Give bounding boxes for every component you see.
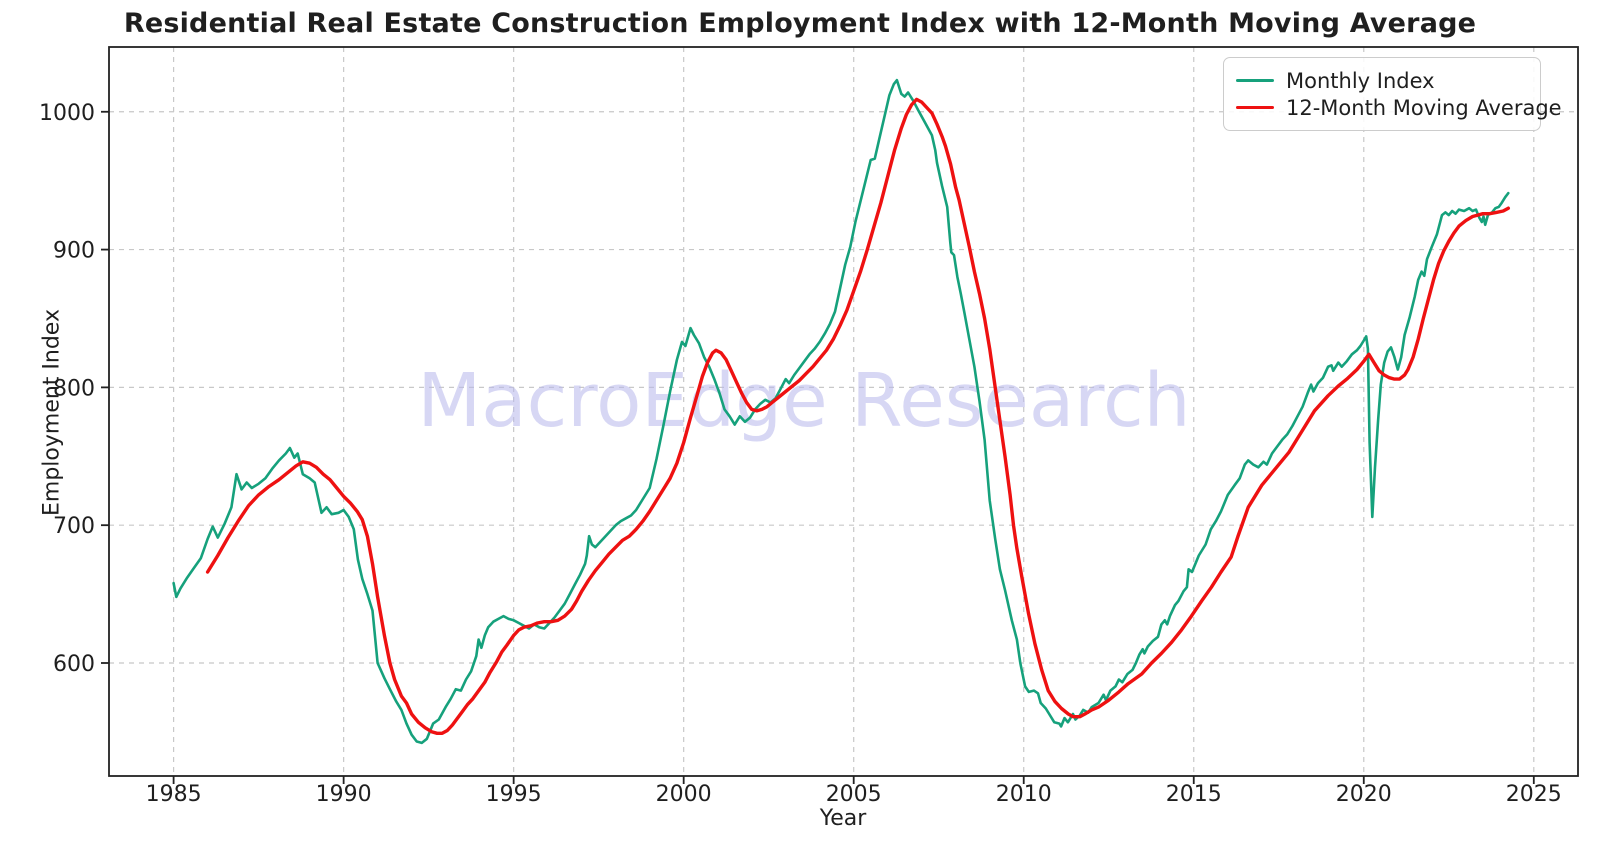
monthly-index-line bbox=[172, 78, 1510, 745]
legend-item-moving-average: 12-Month Moving Average bbox=[1236, 94, 1562, 121]
x-tick-label: 2010 bbox=[996, 782, 1052, 807]
legend: Monthly Index 12-Month Moving Average bbox=[1223, 57, 1562, 131]
legend-item-monthly-index: Monthly Index bbox=[1236, 67, 1528, 94]
x-tick-label: 1990 bbox=[316, 782, 372, 807]
y-tick-label: 800 bbox=[53, 376, 95, 401]
chart-title: Residential Real Estate Construction Emp… bbox=[123, 8, 1477, 39]
legend-label-moving-average: 12-Month Moving Average bbox=[1286, 95, 1562, 120]
gridlines bbox=[109, 47, 1578, 776]
watermark: MacroEdge Research bbox=[417, 358, 1190, 444]
x-tick-label: 2000 bbox=[656, 782, 712, 807]
y-tick-label: 700 bbox=[53, 514, 95, 539]
legend-label-monthly-index: Monthly Index bbox=[1286, 68, 1435, 93]
legend-swatch-moving-average bbox=[1236, 106, 1274, 109]
x-axis-label: Year bbox=[819, 806, 867, 831]
y-tick-label: 600 bbox=[53, 652, 95, 677]
x-tick-label: 2015 bbox=[1166, 782, 1222, 807]
tick-marks bbox=[101, 110, 1535, 784]
tick-labels: 1985 1990 1995 2000 2005 2010 2015 2020 2025 600 7… bbox=[39, 101, 1562, 807]
x-tick-label: 2020 bbox=[1336, 782, 1392, 807]
y-tick-label: 900 bbox=[53, 239, 95, 264]
y-tick-label: 1000 bbox=[39, 101, 95, 126]
x-tick-label: 1985 bbox=[146, 782, 202, 807]
x-tick-label: 2005 bbox=[826, 782, 882, 807]
y-axis-label: Employment Index bbox=[39, 309, 65, 516]
axes-spines bbox=[108, 46, 1579, 777]
legend-swatch-monthly-index bbox=[1236, 79, 1274, 82]
x-tick-label: 1995 bbox=[486, 782, 542, 807]
moving-average-line bbox=[205, 97, 1511, 735]
x-tick-label: 2025 bbox=[1506, 782, 1562, 807]
